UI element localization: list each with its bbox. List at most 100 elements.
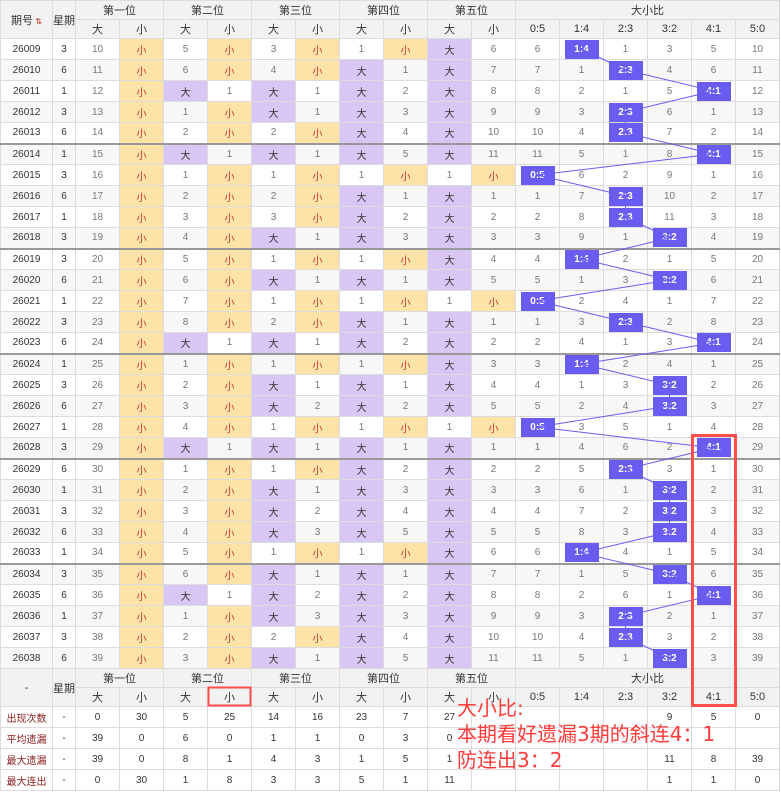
small-omission-cell: 7: [471, 562, 516, 585]
table-row: 26032 6 33 小 4 小大 3 大 5 大 5 5 8 3 3:2 4 33: [0, 521, 780, 543]
issue-number: 26031: [0, 500, 53, 522]
ratio-omission-cell: 3: [647, 38, 692, 60]
ratio-subheader: 4:1: [691, 19, 736, 39]
ratio-hit-marker: 2:3: [608, 312, 643, 332]
small-omission-cell: 3: [471, 479, 516, 501]
small-hit-cell: 小: [295, 247, 340, 270]
table-row: 26009 3 10 小 5 小 3 小 1 小大 6 6 1:4 1 3 5 10: [0, 38, 780, 60]
small-hit-cell: 小: [207, 164, 252, 186]
big-hit-cell: 大: [427, 206, 472, 228]
table-row: 26011 1 12 小大 1 大 1 大 2 大 8 8 2 1 5 4:1 12: [0, 80, 780, 102]
small-hit-cell: 小: [295, 290, 340, 312]
small-hit-cell: 小: [119, 437, 164, 459]
small-hit-cell: 小: [383, 352, 428, 375]
stats-value: 11: [647, 748, 692, 770]
ratio-hit-marker: 0:5: [520, 291, 555, 311]
stats-value: 8: [691, 748, 736, 770]
ratio-omission-cell: 2: [691, 122, 736, 144]
ratio-omission-cell: 1: [647, 247, 692, 270]
stats-value: 30: [119, 706, 164, 728]
ratio-omission-cell: 6: [691, 562, 736, 585]
issue-number: 26037: [0, 626, 53, 648]
ratio-hit-marker: 3:2: [652, 648, 687, 668]
ratio-omission-cell: 11: [735, 59, 780, 81]
issue-number: 26025: [0, 374, 53, 396]
table-row: 26030 1 31 小 2 小大 1 大 3 大 3 3 6 1 3:2 2 31: [0, 479, 780, 501]
big-hit-cell: 大: [163, 584, 208, 606]
issue-column-header[interactable]: 期号 ⇅: [0, 0, 53, 39]
small-hit-cell: 小: [119, 626, 164, 648]
ratio-hit-cell: 4:1: [691, 584, 736, 606]
ratio-omission-cell: 3: [691, 500, 736, 522]
weekday-value: 1: [52, 479, 76, 501]
big-omission-cell: 37: [75, 605, 120, 627]
big-subheader: 大: [427, 19, 472, 39]
weekday-value: 6: [52, 185, 76, 207]
big-omission-cell: 2: [251, 626, 296, 648]
small-omission-cell: 1: [207, 80, 252, 102]
stats-value: [559, 727, 604, 749]
small-hit-cell: 小: [471, 290, 516, 312]
ratio-omission-cell: 1: [647, 416, 692, 438]
sort-icon[interactable]: ⇅: [33, 16, 42, 26]
small-omission-cell: 2: [383, 206, 428, 228]
ratio-omission-cell: 2: [559, 395, 604, 417]
ratio-omission-cell: 6: [559, 164, 604, 186]
stats-value: 1: [163, 769, 208, 791]
ratio-hit-cell: 4:1: [691, 80, 736, 102]
stats-value: 3: [295, 748, 340, 770]
ratio-hit-marker: 3:2: [652, 501, 687, 521]
ratio-omission-cell: 6: [559, 479, 604, 501]
big-omission-cell: 14: [75, 122, 120, 144]
ratio-omission-cell: 2: [559, 290, 604, 312]
small-hit-cell: 小: [207, 647, 252, 669]
stats-value: 1: [207, 748, 252, 770]
table-row: 26028 3 29 小大 1 大 1 大 1 大 1 1 4 6 2 4:1 29: [0, 437, 780, 459]
issue-number: 26015: [0, 164, 53, 186]
issue-number: 26019: [0, 247, 53, 270]
ratio-omission-cell: 7: [515, 562, 560, 585]
stats-value: 14: [251, 706, 296, 728]
ratio-omission-cell: 28: [735, 416, 780, 438]
big-hit-cell: 大: [427, 38, 472, 60]
stats-value: [471, 769, 516, 791]
small-hit-cell: 小: [383, 290, 428, 312]
small-hit-cell: 小: [119, 227, 164, 249]
stats-label: 最大遗漏: [0, 748, 53, 770]
ratio-omission-cell: 5: [603, 562, 648, 585]
small-omission-cell: 4: [383, 122, 428, 144]
small-omission-cell: 5: [383, 647, 428, 669]
big-omission-cell: 4: [163, 227, 208, 249]
ratio-hit-cell: 2:3: [603, 122, 648, 144]
stats-value: 8: [163, 748, 208, 770]
ratio-omission-cell: 2: [603, 247, 648, 270]
big-omission-cell: 33: [75, 521, 120, 543]
big-hit-cell: 大: [163, 437, 208, 459]
ratio-subheader: 3:2: [647, 687, 692, 707]
ratio-hit-cell: 3:2: [647, 374, 692, 396]
ratio-omission-cell: 2: [691, 374, 736, 396]
small-omission-cell: 10: [471, 122, 516, 144]
ratio-hit-cell: 4:1: [691, 142, 736, 165]
stats-value: [515, 769, 560, 791]
big-hit-cell: 大: [427, 185, 472, 207]
table-row: 26016 6 17 小 2 小 2 小大 1 大 1 1 7 2:3 10 2 17: [0, 185, 780, 207]
small-hit-cell: 小: [207, 269, 252, 291]
small-hit-cell: 小: [207, 290, 252, 312]
big-omission-cell: 12: [75, 80, 120, 102]
ratio-omission-cell: 4: [559, 437, 604, 459]
weekday-value: 1: [52, 605, 76, 627]
big-hit-cell: 大: [339, 479, 384, 501]
ratio-omission-cell: 8: [515, 584, 560, 606]
big-hit-cell: 大: [339, 647, 384, 669]
ratio-hit-marker: 0:5: [520, 417, 555, 437]
ratio-omission-cell: 1: [647, 290, 692, 312]
ratio-omission-cell: 5: [603, 416, 648, 438]
small-hit-cell: 小: [295, 416, 340, 438]
ratio-omission-cell: 3: [515, 227, 560, 249]
big-hit-cell: 大: [251, 374, 296, 396]
stats-row: 出现次数 -0 30 5 25 14 16 23 7 27 9 5 0: [0, 706, 780, 728]
small-hit-cell: 小: [207, 247, 252, 270]
small-omission-cell: 6: [471, 542, 516, 564]
weekday-value: 3: [52, 227, 76, 249]
